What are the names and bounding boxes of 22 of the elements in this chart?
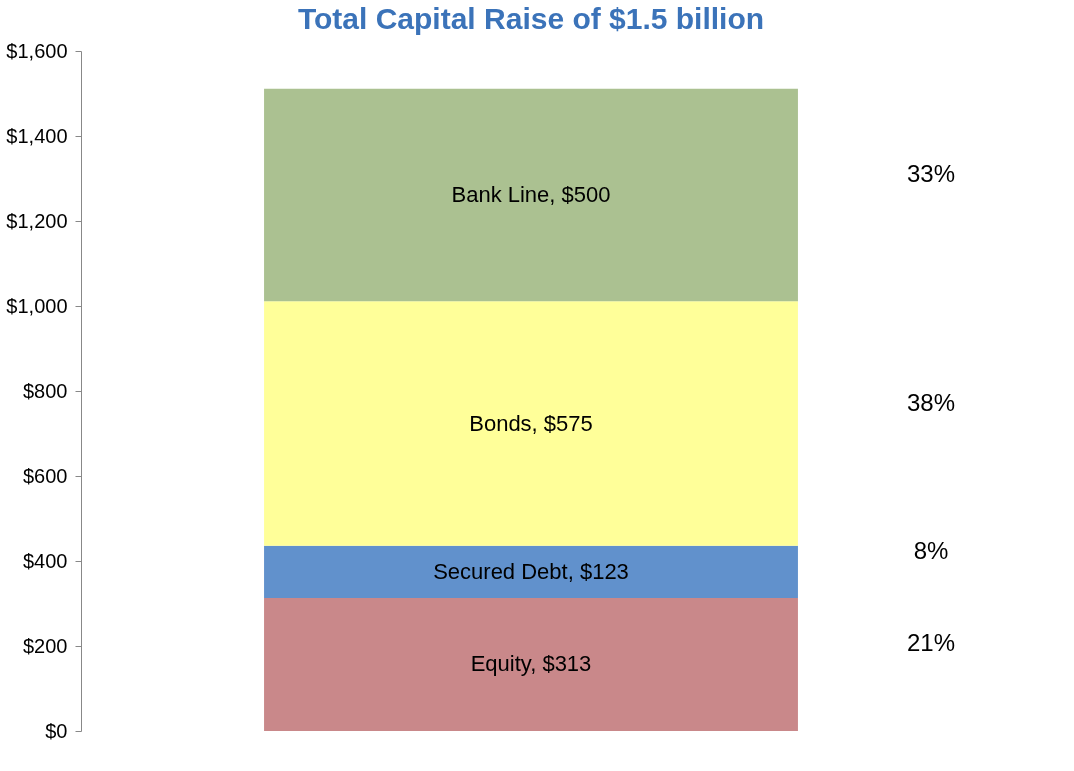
data-label: Equity, $313: [470, 651, 592, 677]
y-tick-label: $200: [23, 634, 68, 657]
bar: [264, 597, 798, 731]
data-label: Secured Debt, $123: [433, 558, 629, 584]
data-label: Bonds, $575: [469, 410, 593, 436]
y-tick-label: $0: [45, 719, 68, 742]
y-tick-label: $600: [23, 464, 68, 487]
y-tick-label: $800: [23, 379, 68, 402]
y-tick-label: $1,200: [6, 209, 68, 232]
y-tick-label: $1,000: [6, 294, 68, 317]
bar: [264, 301, 798, 546]
text: 21%: [906, 629, 956, 657]
bar: [264, 545, 798, 598]
data-label: Bank Line, $500: [451, 182, 611, 208]
text: 38%: [906, 388, 956, 416]
bar: [264, 88, 798, 302]
text: 33%: [906, 160, 956, 188]
y-tick-label: $400: [23, 549, 68, 572]
chart-title: Total Capital Raise of $1.5 billion: [297, 2, 765, 35]
text: 8%: [913, 536, 949, 564]
y-tick-label: $1,400: [6, 124, 68, 147]
y-tick-label: $1,600: [6, 39, 68, 62]
